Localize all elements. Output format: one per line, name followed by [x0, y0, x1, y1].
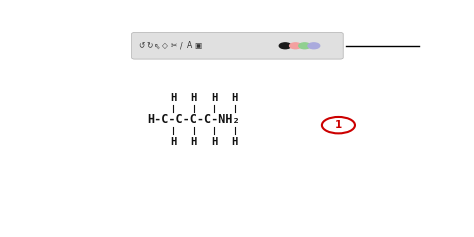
Text: H: H — [211, 93, 218, 103]
Text: ⇖: ⇖ — [154, 41, 161, 50]
Text: H: H — [170, 93, 176, 103]
Text: ✂: ✂ — [170, 41, 177, 50]
Text: /: / — [180, 41, 183, 50]
Text: H: H — [191, 93, 197, 103]
Circle shape — [279, 43, 291, 49]
Circle shape — [299, 43, 310, 49]
Text: H: H — [170, 137, 176, 146]
Text: H-C-C-C-C-NH₂: H-C-C-C-C-NH₂ — [147, 113, 240, 126]
Text: ↻: ↻ — [146, 41, 153, 50]
Circle shape — [308, 43, 319, 49]
Text: A: A — [187, 41, 192, 50]
Text: H: H — [191, 137, 197, 146]
Text: ▣: ▣ — [194, 41, 202, 50]
FancyBboxPatch shape — [132, 32, 343, 59]
Text: H: H — [232, 93, 238, 103]
Text: ↺: ↺ — [138, 41, 145, 50]
Text: H: H — [232, 137, 238, 146]
Text: 1: 1 — [335, 120, 342, 130]
Circle shape — [290, 43, 301, 49]
Text: ◇: ◇ — [163, 41, 168, 50]
Text: H: H — [211, 137, 218, 146]
